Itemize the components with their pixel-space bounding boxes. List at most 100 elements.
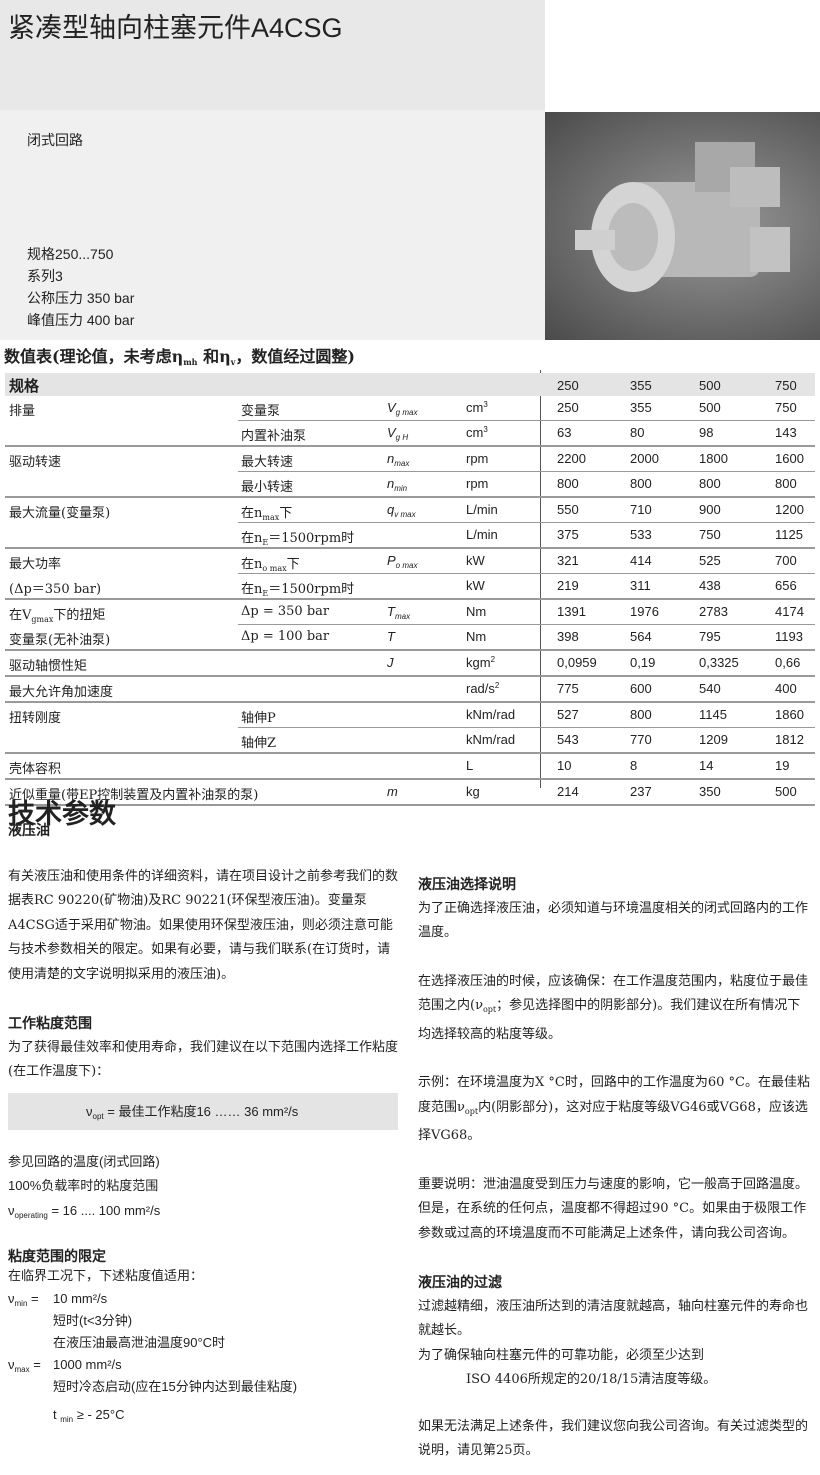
cell-value-500: 500	[699, 400, 721, 415]
group-divider	[5, 649, 815, 651]
text-run: P	[387, 553, 396, 568]
para-hydraulic-fluid: 有关液压油和使用条件的详细资料，请在项目设计之前参考我们的数据表RC 90220…	[8, 868, 399, 982]
text-run: 在n	[241, 531, 263, 546]
table-row: 轴伸Z kNm/rad 543 770 1209 1812	[5, 728, 815, 752]
row-symbol: T	[387, 629, 395, 644]
cell-value-355: 414	[630, 553, 652, 568]
text-run: =	[29, 1357, 41, 1372]
row-divider	[238, 420, 815, 421]
data-table: 规格 250 355 500 750 排量 变量泵 Vg max cm3 250 355 5…	[5, 373, 815, 806]
superscript: 2	[494, 681, 500, 690]
row-label: (Δp＝350 bar)	[9, 578, 101, 597]
row-unit: kNm/rad	[466, 732, 515, 747]
cell-value-750: 1860	[775, 707, 804, 722]
superscript: 3	[483, 425, 488, 434]
cell-value-750: 19	[775, 758, 790, 773]
table-row: 在nE＝1500rpm时 L/min 375 533 750 1125	[5, 523, 815, 547]
row-symbol: Vg max	[387, 400, 417, 417]
table-row: 内置补油泵 Vg H cm3 63 80 98 143	[5, 421, 815, 445]
cell-value-250: 214	[557, 784, 579, 799]
subscript: E	[262, 538, 269, 547]
row-condition: 在nE＝1500rpm时	[241, 527, 354, 547]
text-run: 在V	[9, 608, 32, 623]
spec-size: 规格250...750	[27, 246, 114, 262]
vmin-value: 10 mm²/s	[53, 1291, 108, 1306]
cell-value-750: 1200	[775, 502, 804, 517]
text-run: ＝1500rpm时	[268, 582, 355, 597]
row-divider	[238, 471, 815, 472]
text-run: T	[387, 629, 395, 644]
row-divider	[238, 573, 815, 574]
text-run: 变量泵(无补油泵)	[9, 633, 111, 648]
row-condition: 在nmax下	[241, 502, 292, 522]
table-row: 扭转刚度 轴伸P kNm/rad 527 800 1145 1860	[5, 703, 815, 727]
cell-value-355: 800	[630, 476, 652, 491]
row-symbol: J	[387, 655, 394, 670]
cell-value-355: 710	[630, 502, 652, 517]
subscript: min	[394, 484, 408, 493]
full-load-range: 100%负载率时的粘度范围	[8, 1178, 159, 1193]
heading-viscosity-range: 工作粘度范围	[8, 1015, 92, 1031]
text-run: 在选择液压油的时候，应该确保：在工作温度范围内，粘度位于最佳范围之内(ν	[418, 973, 809, 1014]
group-divider	[5, 547, 815, 549]
text-run: ν	[8, 1291, 15, 1306]
cell-value-500: 525	[699, 553, 721, 568]
group-divider	[5, 598, 815, 600]
cell-value-355: 0,19	[630, 655, 656, 670]
page-title: 紧凑型轴向柱塞元件A4CSG	[8, 13, 343, 43]
subscript: max	[394, 612, 411, 621]
row-label: 驱动轴惯性矩	[9, 655, 87, 674]
row-label: 排量	[9, 400, 35, 419]
row-symbol: Po max	[387, 553, 417, 570]
cell-value-500: 795	[699, 629, 721, 644]
cell-value-355: 355	[630, 400, 652, 415]
row-symbol: nmin	[387, 476, 407, 493]
row-divider	[238, 624, 815, 625]
subscript: v max	[394, 510, 416, 519]
text-run: 扭转刚度	[9, 711, 62, 726]
para-filtration-1: 过滤越精细，液压油所达到的清洁度就越高，轴向柱塞元件的寿命也就越长。	[418, 1298, 809, 1339]
cell-value-500: 1145	[699, 707, 727, 722]
cell-value-750: 750	[775, 400, 797, 415]
size-250: 250	[557, 378, 579, 393]
row-divider	[238, 522, 815, 523]
cell-value-250: 219	[557, 578, 579, 593]
cell-value-750: 143	[775, 425, 797, 440]
row-label: 壳体容积	[9, 758, 61, 777]
subscript: min	[60, 1415, 74, 1424]
text-run: kgm	[466, 655, 491, 670]
cell-value-500: 350	[699, 784, 721, 799]
cell-value-355: 80	[630, 425, 645, 440]
cell-value-750: 400	[775, 681, 797, 696]
cell-value-250: 321	[557, 553, 579, 568]
cell-value-250: 0,0959	[557, 655, 597, 670]
section-title: 技术参数	[8, 799, 116, 829]
text-run: L	[466, 758, 474, 773]
text-run: V	[387, 400, 396, 415]
text-run: 驱动转速	[9, 455, 62, 470]
table-row: 最大允许角加速度 rad/s2 775 600 540 400	[5, 677, 815, 701]
text-run: 壳体容积	[9, 762, 62, 777]
para-selection-example: 示例：在环境温度为X °C时，回路中的工作温度为60 °C。在最佳粘度范围νop…	[418, 1071, 810, 1149]
text-run: 最大转速	[241, 455, 294, 470]
cell-value-500: 14	[699, 758, 714, 773]
para-filtration-3: 如果无法满足上述条件，我们建议您向我公司咨询。有关过滤类型的说明，请见第25页。	[418, 1418, 809, 1459]
vmax-note: 短时冷态启动(应在15分钟内达到最佳粘度)	[53, 1379, 298, 1394]
vmin-label: νmin =	[8, 1288, 39, 1315]
row-label: 近似重量(带EP控制装置及内置补油泵的泵)	[9, 784, 258, 803]
cell-value-500: 750	[699, 527, 721, 542]
text-run: Nm	[466, 629, 487, 644]
group-divider	[5, 701, 815, 703]
text-run: 在n	[241, 506, 263, 521]
cell-value-250: 63	[557, 425, 572, 440]
product-photo	[545, 112, 820, 340]
sub-header-panel: 闭式回路 规格250...750 系列3 公称压力 350 bar 峰值压力 4…	[0, 110, 545, 340]
superscript: 2	[490, 655, 496, 664]
subscript: mh	[183, 357, 198, 367]
subscript: max	[14, 1365, 30, 1374]
group-divider	[5, 752, 815, 754]
row-label: 最大流量(变量泵)	[9, 502, 110, 521]
cell-value-750: 4174	[775, 604, 804, 619]
table-row: 驱动转速 最大转速 nmax rpm 2200 2000 1800 1600	[5, 447, 815, 471]
